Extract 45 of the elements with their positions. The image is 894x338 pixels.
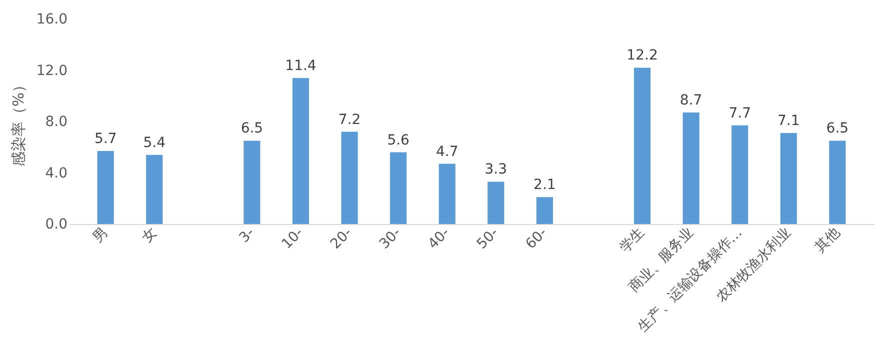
bar: [780, 133, 797, 224]
bar: [829, 140, 846, 224]
data-label: 2.1: [534, 177, 556, 194]
y-tick-label: 8.0: [45, 114, 68, 130]
data-label: 4.7: [436, 144, 458, 160]
bar: [97, 150, 114, 224]
data-label: 3.3: [484, 162, 508, 178]
x-tick-label: 20-: [328, 224, 356, 252]
bar: [732, 125, 748, 224]
bar: [488, 182, 504, 224]
bar: [438, 164, 456, 224]
data-label: 11.4: [285, 58, 316, 74]
x-tick-label: 30-: [376, 224, 404, 252]
data-label: 5.7: [94, 130, 117, 147]
y-tick-label: 0.0: [45, 216, 68, 232]
data-label: 5.4: [143, 134, 166, 151]
data-label: 7.7: [728, 105, 751, 122]
x-tick-label: 其他: [812, 224, 844, 256]
x-tick-label: 学生: [616, 224, 648, 256]
data-label: 6.5: [240, 120, 264, 137]
x-tick-label: 3-: [236, 224, 258, 246]
x-tick-label: 男: [90, 224, 112, 246]
data-label: 12.2: [626, 48, 658, 64]
y-tick-label: 16.0: [36, 12, 68, 28]
bar: [536, 197, 553, 224]
bar: [634, 68, 651, 224]
data-label: 6.5: [826, 120, 849, 137]
y-tick-label: 4.0: [45, 165, 68, 182]
x-tick-label: 10-: [278, 224, 306, 252]
data-label: 7.1: [777, 113, 800, 130]
bar: [244, 140, 260, 224]
bar: [146, 154, 163, 224]
x-tick-label: 60-: [522, 224, 550, 252]
bar: [682, 112, 700, 224]
x-tick-label: 40-: [425, 224, 453, 252]
data-label: 8.7: [680, 92, 702, 109]
bar: [390, 152, 407, 224]
bar: [341, 132, 358, 224]
data-label: 5.6: [387, 132, 410, 148]
x-tick-label: 女: [138, 224, 160, 246]
data-label: 7.2: [338, 112, 361, 128]
y-tick-label: 12.0: [36, 62, 68, 79]
y-axis-title: 感染率（%）: [9, 77, 28, 167]
x-tick-label: 50-: [474, 224, 502, 252]
bar: [292, 78, 310, 224]
